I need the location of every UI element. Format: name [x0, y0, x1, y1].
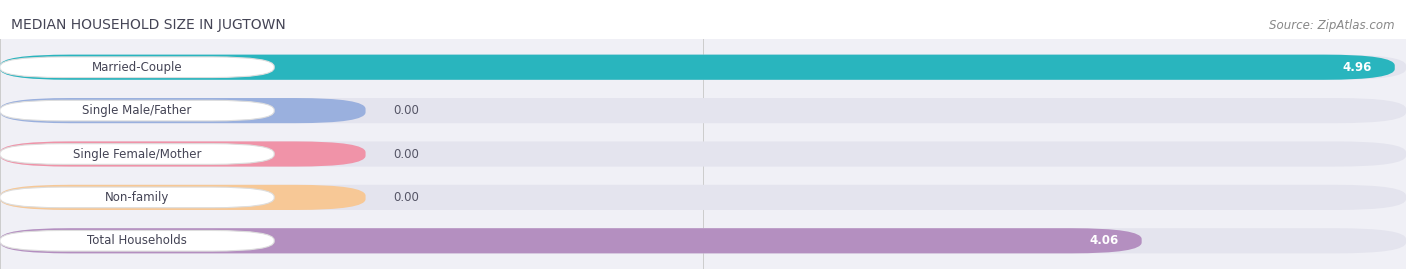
- FancyBboxPatch shape: [0, 100, 274, 121]
- FancyBboxPatch shape: [0, 185, 1406, 210]
- Text: 0.00: 0.00: [394, 191, 419, 204]
- FancyBboxPatch shape: [0, 185, 366, 210]
- Text: MEDIAN HOUSEHOLD SIZE IN JUGTOWN: MEDIAN HOUSEHOLD SIZE IN JUGTOWN: [11, 18, 285, 32]
- FancyBboxPatch shape: [0, 141, 366, 167]
- Text: 4.06: 4.06: [1090, 234, 1119, 247]
- FancyBboxPatch shape: [0, 55, 1395, 80]
- Text: Non-family: Non-family: [105, 191, 169, 204]
- FancyBboxPatch shape: [0, 231, 274, 251]
- Text: Source: ZipAtlas.com: Source: ZipAtlas.com: [1270, 19, 1395, 32]
- FancyBboxPatch shape: [0, 57, 274, 77]
- FancyBboxPatch shape: [0, 98, 1406, 123]
- Text: Single Male/Father: Single Male/Father: [83, 104, 191, 117]
- FancyBboxPatch shape: [0, 98, 366, 123]
- Text: 0.00: 0.00: [394, 104, 419, 117]
- FancyBboxPatch shape: [0, 228, 1406, 253]
- FancyBboxPatch shape: [0, 141, 1406, 167]
- Text: Total Households: Total Households: [87, 234, 187, 247]
- Text: Married-Couple: Married-Couple: [91, 61, 183, 74]
- FancyBboxPatch shape: [0, 228, 1142, 253]
- Text: 0.00: 0.00: [394, 147, 419, 161]
- Text: Single Female/Mother: Single Female/Mother: [73, 147, 201, 161]
- FancyBboxPatch shape: [0, 144, 274, 164]
- Text: 4.96: 4.96: [1343, 61, 1372, 74]
- FancyBboxPatch shape: [0, 55, 1406, 80]
- FancyBboxPatch shape: [0, 187, 274, 208]
